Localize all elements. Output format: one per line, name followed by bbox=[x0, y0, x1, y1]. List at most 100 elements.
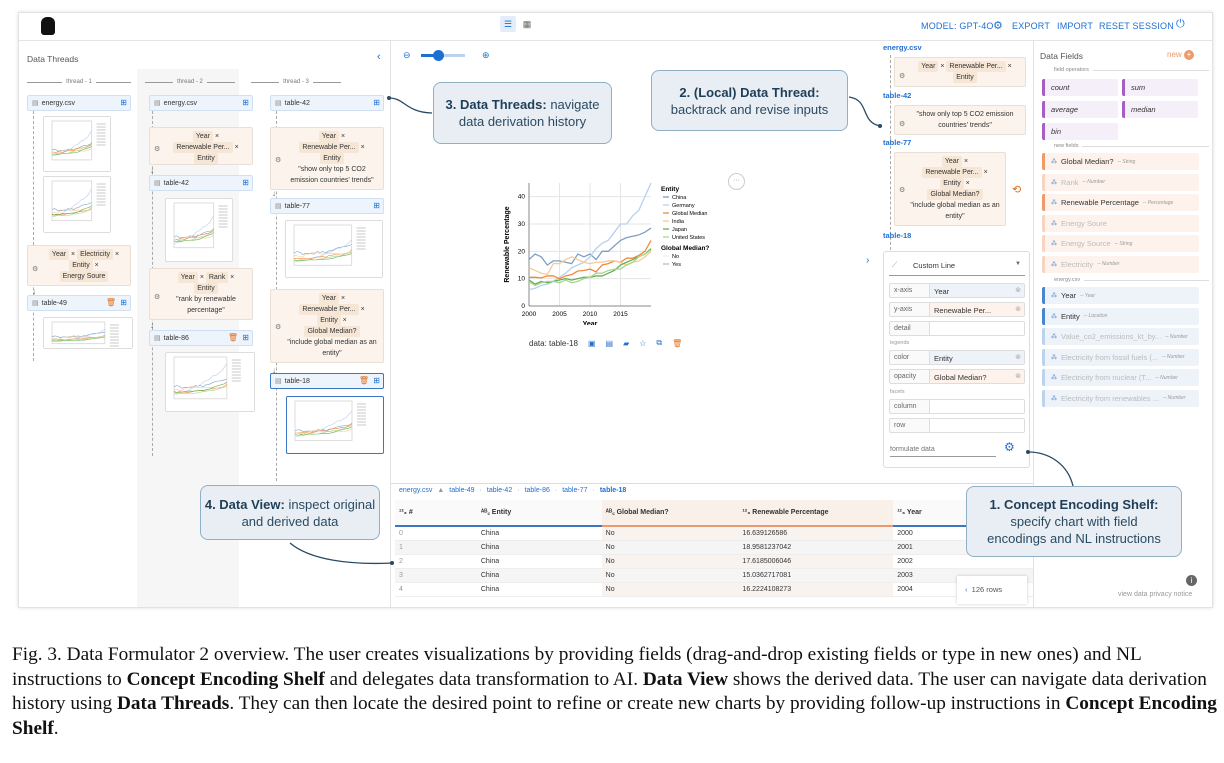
local-table-link[interactable]: table-42 bbox=[883, 91, 912, 100]
table-card[interactable]: ▤ table-42 ⊞ bbox=[149, 175, 253, 191]
column-header[interactable]: ¹²₃ Renewable Percentage bbox=[738, 500, 894, 527]
operator-average[interactable]: average bbox=[1042, 101, 1118, 118]
field-item[interactable]: ⁂ Electricity from fossil fuels (... -- Nu… bbox=[1042, 348, 1199, 366]
new-field-button[interactable]: new + bbox=[1167, 50, 1194, 60]
add-chart-icon[interactable]: ⊞ bbox=[242, 333, 249, 342]
export-button[interactable]: EXPORT bbox=[1012, 21, 1051, 31]
operator-bin[interactable]: bin bbox=[1042, 123, 1118, 140]
table-card[interactable]: ▤ energy.csv ⊞ bbox=[149, 95, 253, 111]
formulate-data-input[interactable] bbox=[890, 442, 996, 457]
field-item[interactable]: ⁂ Energy Source -- String bbox=[1042, 235, 1199, 252]
local-encoding-step[interactable]: ⚙ "show only top 5 CO2 emission countries… bbox=[894, 105, 1026, 135]
reset-session-button[interactable]: RESET SESSION bbox=[1099, 21, 1174, 31]
chart-thumbnail[interactable] bbox=[285, 220, 383, 278]
pagination[interactable]: ‹ 126 rows bbox=[957, 576, 1027, 604]
add-chart-icon[interactable]: ⊞ bbox=[373, 98, 380, 107]
field-item[interactable]: ⁂ Renewable Percentage -- Percentage bbox=[1042, 194, 1199, 211]
breadcrumb-item[interactable]: table-49 bbox=[449, 487, 475, 494]
local-encoding-step[interactable]: ⚙ Year × Renewable Per... × Entity bbox=[894, 57, 1026, 87]
breadcrumb-item[interactable]: table-42 bbox=[486, 487, 513, 494]
collapse-icon[interactable]: ‹ bbox=[377, 51, 381, 63]
remove-icon[interactable]: ⊗ bbox=[1015, 306, 1021, 313]
chart-thumbnail[interactable] bbox=[43, 317, 133, 349]
add-chart-icon[interactable]: ⊞ bbox=[242, 98, 249, 107]
table-card[interactable]: ▤ table-49 🗑 ⊞ bbox=[27, 295, 131, 311]
more-options-button[interactable]: ··· bbox=[728, 173, 745, 190]
operator-median[interactable]: median bbox=[1122, 101, 1198, 118]
trash-icon[interactable]: 🗑 bbox=[672, 338, 683, 348]
table-card[interactable]: ▤ table-42 ⊞ bbox=[270, 95, 384, 111]
formulate-button[interactable]: ⚙ bbox=[1004, 440, 1015, 454]
encoding-row[interactable]: row bbox=[889, 418, 1025, 433]
add-chart-icon[interactable]: ⊞ bbox=[120, 98, 127, 107]
encoding-color[interactable]: color Entity ⊗ bbox=[889, 350, 1025, 365]
field-item[interactable]: ⁂ Year -- Year bbox=[1042, 287, 1199, 304]
operator-sum[interactable]: sum bbox=[1122, 79, 1198, 96]
add-chart-icon[interactable]: ⊞ bbox=[242, 178, 249, 187]
revise-icon[interactable]: ⟲ bbox=[1012, 184, 1022, 196]
encoding-step[interactable]: ⚙ Year × Electricity × Entity × Energy Sour… bbox=[27, 245, 131, 286]
encoding-step[interactable]: ⚙ Year × Renewable Per... × Entity × Global … bbox=[270, 289, 384, 363]
field-item[interactable]: ⁂ Energy Soure bbox=[1042, 214, 1199, 232]
chart-type-select[interactable]: ⟋ Custom Line ▼ bbox=[889, 258, 1025, 276]
add-chart-icon[interactable]: ⊞ bbox=[373, 201, 380, 210]
local-table-link[interactable]: energy.csv bbox=[883, 43, 922, 52]
remove-icon[interactable]: ⊗ bbox=[1015, 373, 1021, 380]
breadcrumb-item[interactable]: table-18 bbox=[599, 487, 627, 494]
table-card-selected[interactable]: ▤ table-18 🗑 ⊞ bbox=[270, 373, 384, 389]
column-header[interactable]: ᴬᴮ꜀ Global Median? bbox=[601, 500, 739, 527]
zoom-out-icon[interactable]: ⊖ bbox=[403, 50, 411, 60]
add-chart-icon[interactable]: ⊞ bbox=[373, 376, 380, 385]
trash-icon[interactable]: 🗑 bbox=[227, 333, 238, 342]
zoom-in-icon[interactable]: ⊕ bbox=[482, 50, 490, 60]
document-icon[interactable]: ▤ bbox=[605, 338, 614, 348]
zoom-slider[interactable] bbox=[421, 50, 465, 61]
encoding-y-axis[interactable]: y-axis Renewable Per... ⊗ bbox=[889, 302, 1025, 317]
chart-thumbnail[interactable] bbox=[165, 352, 255, 412]
table-card[interactable]: ▤ table-77 ⊞ bbox=[270, 198, 384, 214]
trash-icon[interactable]: 🗑 bbox=[358, 376, 369, 385]
breadcrumb-item[interactable]: energy.csv bbox=[399, 487, 433, 494]
duplicate-icon[interactable]: ⧉ bbox=[656, 338, 663, 347]
remove-icon[interactable]: ⊗ bbox=[1015, 287, 1021, 294]
model-selector[interactable]: MODEL: GPT-4O bbox=[921, 21, 994, 31]
chart-thumbnail[interactable] bbox=[43, 176, 111, 233]
encoding-step[interactable]: ⚙ Year × Rank × Entity "rank by renewable p… bbox=[149, 268, 253, 320]
add-chart-icon[interactable]: ⊞ bbox=[120, 298, 127, 307]
column-header[interactable]: ¹²₃ # bbox=[395, 500, 477, 527]
chart-thumbnail[interactable] bbox=[165, 198, 233, 262]
gear-icon[interactable]: ⚙ bbox=[993, 20, 1004, 32]
field-item[interactable]: ⁂ Global Median? -- String bbox=[1042, 153, 1199, 170]
local-encoding-step[interactable]: ⚙ Year × Renewable Per... × Entity × Global … bbox=[894, 152, 1006, 226]
table-card[interactable]: ▤ table-86 🗑 ⊞ bbox=[149, 330, 253, 346]
chart-thumbnail[interactable] bbox=[43, 116, 111, 172]
privacy-notice-link[interactable]: view data privacy notice bbox=[1118, 591, 1193, 598]
field-item[interactable]: ⁂ Electricity -- Number bbox=[1042, 255, 1199, 273]
chart-thumbnail-selected[interactable] bbox=[286, 396, 384, 454]
trash-icon[interactable]: 🗑 bbox=[105, 298, 116, 307]
operator-count[interactable]: count bbox=[1042, 79, 1118, 96]
encoding-step[interactable]: ⚙ Year × Renewable Per... × Entity bbox=[149, 127, 253, 165]
encoding-x-axis[interactable]: x-axis Year ⊗ bbox=[889, 283, 1025, 298]
power-icon[interactable]: ⏻ bbox=[1176, 18, 1185, 30]
breadcrumb-item[interactable]: table-77 bbox=[562, 487, 588, 494]
encoding-step[interactable]: ⚙ Year × Renewable Per... × Entity "show onl… bbox=[270, 127, 384, 190]
encoding-column[interactable]: column bbox=[889, 399, 1025, 414]
field-item[interactable]: ⁂ Electricity from renewables ... -- Numbe… bbox=[1042, 389, 1199, 407]
chat-icon[interactable]: ▰ bbox=[623, 338, 630, 348]
remove-icon[interactable]: ⊗ bbox=[1015, 354, 1021, 361]
field-item[interactable]: ⁂ Entity -- Location bbox=[1042, 307, 1199, 325]
encoding-opacity[interactable]: opacity Global Median? ⊗ bbox=[889, 369, 1025, 384]
breadcrumb-item[interactable]: table-86 bbox=[524, 487, 550, 494]
info-icon[interactable]: i bbox=[1186, 575, 1197, 586]
chevron-left-icon[interactable]: ‹ bbox=[965, 585, 968, 594]
import-button[interactable]: IMPORT bbox=[1057, 21, 1094, 31]
code-icon[interactable]: ▣ bbox=[587, 338, 596, 348]
table-card[interactable]: ▤ energy.csv ⊞ bbox=[27, 95, 131, 111]
encoding-detail[interactable]: detail bbox=[889, 321, 1025, 336]
column-header[interactable]: ᴬᴮ꜀ Entity bbox=[476, 500, 602, 527]
star-icon[interactable]: ☆ bbox=[639, 338, 647, 348]
local-table-link[interactable]: table-77 bbox=[883, 138, 912, 147]
list-view-toggle[interactable]: ☰ bbox=[500, 16, 516, 32]
grid-view-toggle[interactable]: ▦ bbox=[522, 19, 532, 29]
